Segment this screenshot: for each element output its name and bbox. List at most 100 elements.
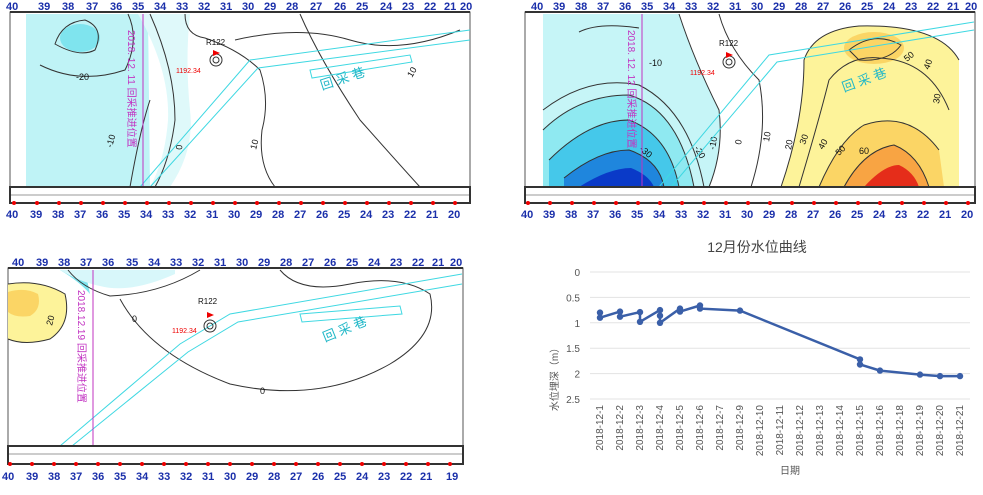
svg-text:38: 38 [575,1,587,13]
contour-label: 10 [761,131,773,143]
y-tick-label: 0 [574,268,580,279]
svg-text:39: 39 [543,209,555,221]
svg-text:39: 39 [30,209,42,221]
svg-text:22: 22 [424,1,436,13]
svg-text:33: 33 [170,257,182,269]
svg-text:20: 20 [961,209,973,221]
svg-text:31: 31 [220,1,232,13]
svg-text:25: 25 [851,209,863,221]
x-tick-label: 2018-12-18 [895,405,906,457]
svg-text:29: 29 [773,1,785,13]
x-tick-label: 2018-12-2 [615,405,626,451]
svg-text:29: 29 [250,209,262,221]
svg-text:30: 30 [242,1,254,13]
svg-text:22: 22 [412,257,424,269]
contour-label: -20 [76,72,89,82]
svg-text:36: 36 [102,257,114,269]
x-tick-label: 2018-12-3 [635,405,646,451]
svg-text:36: 36 [96,209,108,221]
contour-label: 10 [405,65,419,79]
x-tick-label: 2018-12-20 [935,405,946,457]
svg-text:37: 37 [70,471,82,483]
svg-text:27: 27 [290,471,302,483]
x-tick-label: 2018-12-13 [815,405,826,457]
svg-text:36: 36 [92,471,104,483]
data-point [956,372,964,380]
y-axis-label: 水位埋深（m） [548,343,561,411]
svg-text:20: 20 [448,209,460,221]
svg-text:26: 26 [334,1,346,13]
svg-text:25: 25 [861,1,873,13]
svg-text:25: 25 [338,209,350,221]
svg-text:25: 25 [346,257,358,269]
contour-label: 20 [44,314,56,326]
svg-text:28: 28 [286,1,298,13]
y-tick-label: 2.5 [566,395,580,406]
data-point [596,314,604,321]
svg-text:39: 39 [26,471,38,483]
y-tick-label: 2 [574,370,580,381]
data-point [856,361,864,368]
svg-text:21: 21 [432,257,444,269]
svg-text:27: 27 [294,209,306,221]
data-point [656,312,664,319]
data-point [856,356,864,363]
x-tick-label: 2018-12-11 [775,405,786,456]
svg-text:32: 32 [192,257,204,269]
series-line [596,302,964,380]
well-elevation: 1192.34 [690,70,715,77]
x-tick-label: 2018-12-5 [675,405,686,451]
station-axis-bottom: 40 39 38 37 36 35 34 33 32 31 30 29 28 2… [521,209,973,221]
contour-map-dec-11: -20 -10 0 10 10 回 采 巷 2018. 12. 11 回采推进位… [0,0,477,225]
svg-text:34: 34 [154,1,167,13]
data-point [656,319,664,326]
svg-text:27: 27 [807,209,819,221]
contour-label: 40 [816,137,830,151]
svg-text:33: 33 [675,209,687,221]
svg-text:23: 23 [390,257,402,269]
x-tick-label: 2018-12-10 [755,405,766,457]
svg-text:31: 31 [719,209,731,221]
x-axis-label: 日期 [780,465,800,477]
well-elevation: 1192.34 [176,68,201,75]
svg-text:31: 31 [202,471,214,483]
svg-text:27: 27 [310,1,322,13]
data-point [616,313,624,320]
svg-text:29: 29 [246,471,258,483]
svg-text:38: 38 [565,209,577,221]
data-point [656,306,664,314]
svg-text:35: 35 [132,1,144,13]
contour-label: 0 [733,139,744,146]
station-axis-top: 40 39 38 37 36 35 34 33 32 31 30 29 28 2… [6,1,472,13]
svg-text:19: 19 [446,471,458,483]
svg-text:35: 35 [641,1,653,13]
well-name: R122 [719,39,739,48]
station-axis-bottom: 40 39 38 37 36 35 34 33 32 31 30 29 28 2… [6,209,460,221]
y-tick-label: 0.5 [566,293,580,304]
svg-text:24: 24 [360,209,373,221]
svg-text:29: 29 [258,257,270,269]
svg-text:30: 30 [224,471,236,483]
svg-text:20: 20 [965,1,977,13]
svg-text:31: 31 [729,1,741,13]
svg-text:24: 24 [380,1,393,13]
svg-text:36: 36 [110,1,122,13]
chart-title: 12月份水位曲线 [707,239,807,255]
y-tick-label: 1.5 [566,344,580,355]
svg-text:34: 34 [148,257,161,269]
data-point [676,308,684,315]
svg-text:25: 25 [356,1,368,13]
svg-text:32: 32 [184,209,196,221]
svg-text:21: 21 [426,209,438,221]
svg-text:32: 32 [198,1,210,13]
x-tick-label: 2018-12-21 [955,405,966,457]
svg-text:33: 33 [685,1,697,13]
svg-text:22: 22 [400,471,412,483]
contour-label: 0 [132,314,137,324]
well-elevation: 1192.34 [172,328,197,335]
svg-text:34: 34 [653,209,666,221]
svg-text:40: 40 [531,1,543,13]
roadway-strip [524,186,976,205]
svg-text:23: 23 [895,209,907,221]
mining-position-label: 2018. 12. 12 回采推进位置 [625,30,638,148]
